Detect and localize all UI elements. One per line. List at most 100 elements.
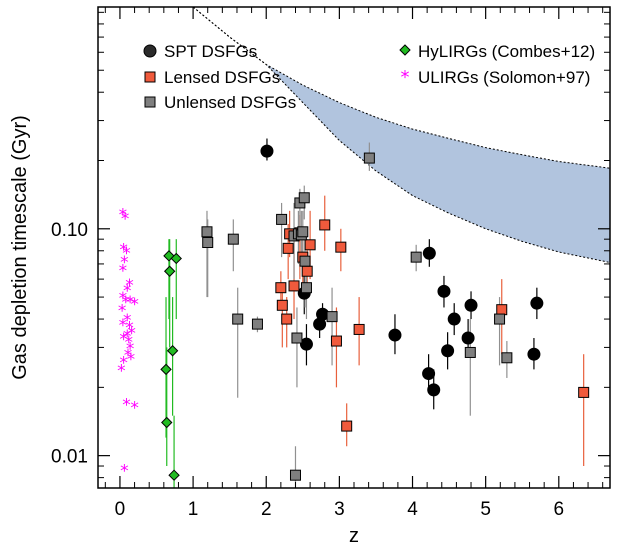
band-upper-edge bbox=[192, 7, 610, 169]
spt-dsfgs-point bbox=[527, 347, 541, 361]
spt-dsfgs-point bbox=[422, 246, 436, 260]
ulirgs-solomon-97-point: * bbox=[119, 354, 128, 374]
ulirgs-solomon-97-point: * bbox=[124, 346, 133, 366]
x-tick-label: 1 bbox=[188, 499, 199, 520]
unlensed-dsfgs-point bbox=[501, 352, 513, 364]
lensed-dsfgs-point bbox=[353, 323, 365, 335]
legend-label-ulirg: ULIRGs (Solomon+97) bbox=[418, 68, 590, 87]
lensed-dsfgs-point bbox=[281, 313, 293, 325]
hylirgs-combes-12-point bbox=[166, 345, 179, 357]
x-axis-label: z bbox=[349, 525, 359, 547]
lensed-dsfgs-point bbox=[288, 280, 300, 292]
lensed-dsfgs-point bbox=[335, 241, 347, 253]
spt-dsfgs-point bbox=[441, 344, 455, 358]
ulirgs-solomon-97-point: * bbox=[126, 293, 135, 313]
spt-dsfgs-point bbox=[464, 298, 478, 312]
spt-dsfgs-point bbox=[427, 383, 441, 397]
lensed-dsfgs-point bbox=[319, 219, 331, 231]
ulirgs-solomon-97-point: * bbox=[125, 276, 134, 296]
hylirgs-combes-12-point bbox=[170, 252, 182, 265]
x-tick-label: 5 bbox=[480, 499, 491, 520]
ulirgs-solomon-97-point: * bbox=[123, 281, 132, 301]
x-tick-label: 4 bbox=[407, 499, 418, 520]
ulirgs-solomon-97-point: * bbox=[118, 302, 127, 322]
point-layer: ************************** ** bbox=[117, 144, 590, 481]
x-tick-label: 0 bbox=[115, 499, 126, 520]
ulirgs-solomon-97-point: * bbox=[119, 240, 128, 260]
spt-dsfgs-point bbox=[422, 367, 436, 381]
unlensed-dsfgs-point bbox=[276, 213, 288, 225]
unlensed-dsfgs-point bbox=[410, 251, 422, 263]
ulirgs-solomon-97-point: * bbox=[119, 330, 128, 350]
legend-marker-unlensed bbox=[144, 96, 156, 108]
legend-label-hylirg: HyLIRGs (Combes+12) bbox=[418, 42, 595, 61]
spt-dsfgs-point bbox=[447, 312, 461, 326]
lensed-dsfgs-point bbox=[276, 299, 288, 311]
hylirgs-combes-12-point bbox=[160, 363, 172, 376]
lensed-dsfgs-point bbox=[330, 335, 342, 347]
legend-label-unlensed: Unlensed DSFGs bbox=[164, 93, 296, 112]
ulirgs-solomon-97-point: * bbox=[117, 361, 126, 381]
legend-item-unlensed: Unlensed DSFGs bbox=[144, 93, 296, 112]
ulirgs-solomon-97-point: * bbox=[125, 319, 134, 339]
band-lower-edge bbox=[192, 7, 610, 263]
unlensed-dsfgs-point bbox=[202, 237, 214, 249]
unlensed-dsfgs-point bbox=[289, 469, 301, 481]
legend-item-hylirg: HyLIRGs (Combes+12) bbox=[399, 42, 595, 61]
ulirgs-solomon-97-point: * bbox=[122, 293, 131, 313]
ulirgs-solomon-97-point: * bbox=[119, 205, 128, 225]
depletion-band bbox=[193, 7, 610, 263]
ulirgs-solomon-97-point: * bbox=[122, 395, 131, 415]
lensed-dsfgs-point bbox=[275, 282, 287, 294]
spt-dsfgs-point bbox=[461, 331, 475, 345]
unlensed-dsfgs-point bbox=[232, 313, 244, 325]
unlensed-dsfgs-point bbox=[298, 192, 310, 204]
legend-item-lensed: Lensed DSFGs bbox=[144, 68, 280, 87]
unlensed-dsfgs-point bbox=[363, 152, 375, 164]
ulirgs-solomon-97-point: * bbox=[123, 311, 132, 331]
unlensed-dsfgs-point bbox=[464, 346, 476, 358]
y-tick-label: 0.10 bbox=[51, 220, 88, 241]
unlensed-dsfgs-point bbox=[299, 255, 311, 267]
unlensed-dsfgs-point bbox=[326, 311, 338, 323]
unlensed-dsfgs-point bbox=[291, 332, 303, 344]
lensed-dsfgs-point bbox=[304, 239, 316, 251]
x-tick-label: 6 bbox=[554, 499, 565, 520]
ulirgs-solomon-97-point: * bbox=[120, 461, 129, 481]
lensed-dsfgs-point bbox=[301, 265, 313, 277]
ulirgs-solomon-97-point: * bbox=[130, 295, 139, 315]
ulirgs-solomon-97-point: * bbox=[119, 316, 128, 336]
spt-dsfgs-point bbox=[437, 284, 451, 298]
hylirgs-combes-12-point bbox=[168, 469, 180, 481]
spt-dsfgs-point bbox=[299, 337, 313, 351]
lensed-dsfgs-point bbox=[341, 420, 353, 432]
unlensed-dsfgs-point bbox=[297, 226, 309, 238]
ulirgs-solomon-97-point: * bbox=[130, 398, 139, 418]
y-axis-label: Gas depletion timescale (Gyr) bbox=[9, 115, 31, 380]
legend-marker-lensed bbox=[144, 71, 156, 83]
ulirgs-solomon-97-point: * bbox=[123, 327, 132, 347]
ulirgs-solomon-97-point: * bbox=[122, 244, 131, 264]
ulirgs-solomon-97-point: * bbox=[127, 350, 136, 370]
unlensed-dsfgs-point bbox=[227, 233, 239, 245]
lensed-dsfgs-point bbox=[578, 386, 590, 398]
tick-layer: 0 1 2 3 4 5 6 0.01 0.10 bbox=[51, 7, 610, 520]
ulirgs-solomon-97-point: * bbox=[127, 324, 136, 344]
ulirgs-solomon-97-point: * bbox=[119, 262, 128, 282]
legend: SPT DSFGs Lensed DSFGs Unlensed DSFGs Hy… bbox=[143, 42, 595, 112]
spt-dsfgs-point bbox=[388, 328, 402, 342]
unlensed-dsfgs-point bbox=[201, 226, 213, 238]
legend-marker-hylirg bbox=[399, 44, 411, 56]
ulirgs-solomon-97-point: * bbox=[126, 339, 135, 359]
unlensed-dsfgs-point bbox=[300, 282, 312, 294]
unlensed-dsfgs-point bbox=[251, 318, 263, 330]
x-tick-label: 3 bbox=[334, 499, 345, 520]
legend-item-spt: SPT DSFGs bbox=[143, 42, 257, 61]
spt-dsfgs-point bbox=[530, 296, 544, 310]
lensed-dsfgs-point bbox=[282, 242, 294, 254]
hylirgs-combes-12-point bbox=[163, 265, 176, 277]
band-layer bbox=[192, 7, 610, 263]
legend-marker-ulirg: * bbox=[401, 67, 410, 88]
spt-dsfgs-point bbox=[260, 144, 274, 158]
